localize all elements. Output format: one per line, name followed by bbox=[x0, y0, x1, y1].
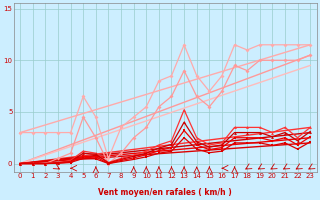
X-axis label: Vent moyen/en rafales ( km/h ): Vent moyen/en rafales ( km/h ) bbox=[98, 188, 232, 197]
